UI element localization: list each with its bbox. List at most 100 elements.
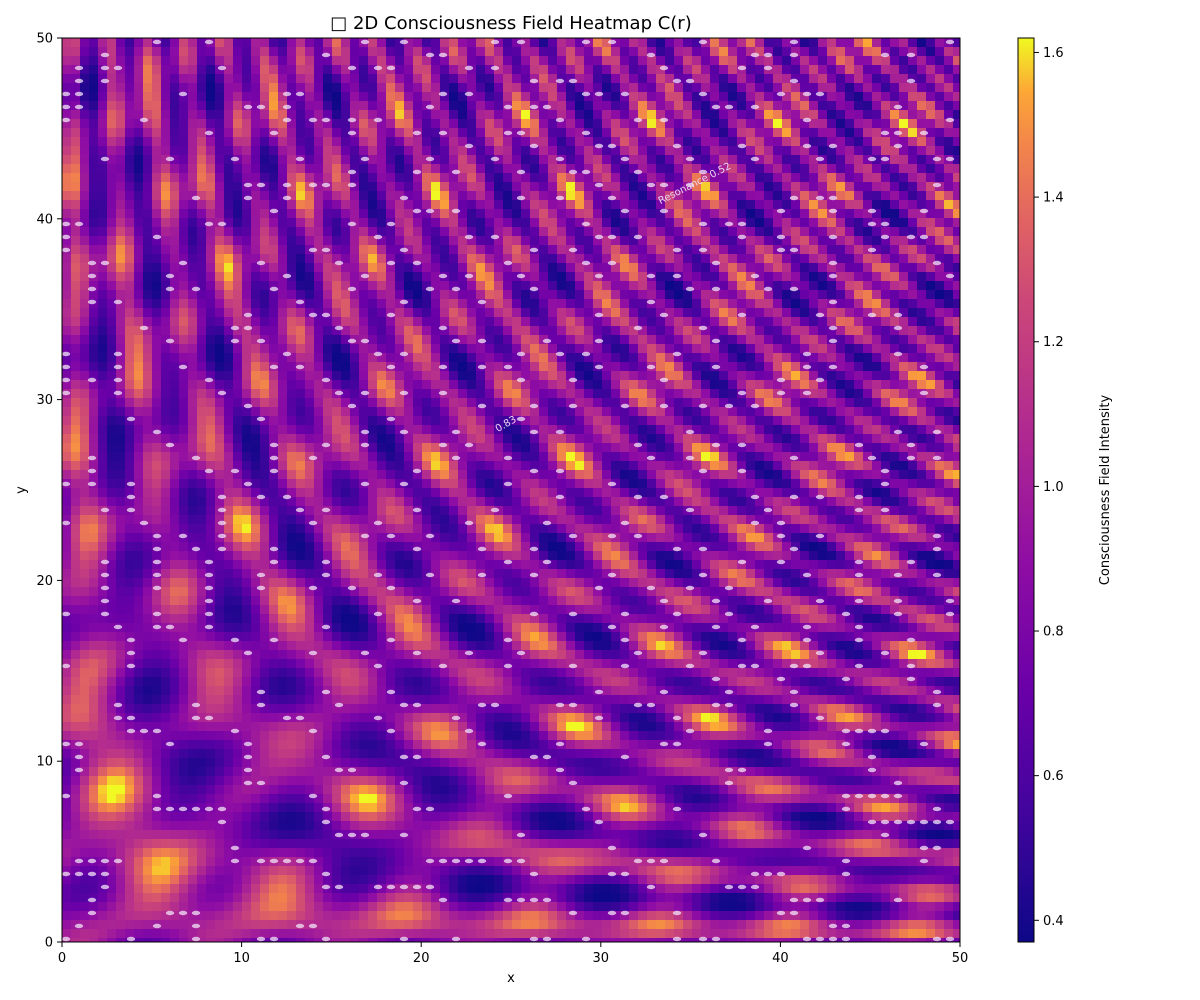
- heatmap-cell: [521, 146, 531, 156]
- heatmap-cell: [341, 362, 351, 372]
- heatmap-cell: [638, 218, 648, 228]
- heatmap-cell: [710, 326, 720, 336]
- heatmap-cell: [890, 443, 900, 453]
- heatmap-cell: [701, 137, 711, 147]
- heatmap-cell: [458, 317, 468, 327]
- heatmap-cell: [602, 200, 612, 210]
- heatmap-cell: [584, 452, 594, 462]
- heatmap-cell: [413, 47, 423, 57]
- heatmap-cell: [800, 326, 810, 336]
- heatmap-cell: [80, 434, 90, 444]
- heatmap-cell: [251, 416, 261, 426]
- heatmap-cell: [269, 74, 279, 84]
- heatmap-cell: [62, 470, 72, 480]
- heatmap-cell: [386, 47, 396, 57]
- heatmap-cell: [728, 128, 738, 138]
- heatmap-cell: [467, 353, 477, 363]
- heatmap-cell: [449, 362, 459, 372]
- heatmap-cell: [512, 317, 522, 327]
- heatmap-cell: [872, 38, 882, 48]
- heatmap-cell: [791, 272, 801, 282]
- heatmap-cell: [377, 398, 387, 408]
- heatmap-cell: [341, 479, 351, 489]
- heatmap-cell: [233, 74, 243, 84]
- heatmap-cell: [935, 443, 945, 453]
- heatmap-cell: [863, 371, 873, 381]
- heatmap-cell: [341, 200, 351, 210]
- heatmap-cell: [278, 83, 288, 93]
- heatmap-cell: [278, 164, 288, 174]
- heatmap-cell: [287, 317, 297, 327]
- heatmap-cell: [251, 317, 261, 327]
- heatmap-cell: [134, 380, 144, 390]
- heatmap-cell: [89, 326, 99, 336]
- heatmap-cell: [692, 335, 702, 345]
- heatmap-cell: [143, 461, 153, 471]
- heatmap-cell: [152, 281, 162, 291]
- heatmap-cell: [710, 344, 720, 354]
- heatmap-cell: [845, 317, 855, 327]
- heatmap-cell: [755, 146, 765, 156]
- heatmap-cell: [179, 92, 189, 102]
- heatmap-cell: [368, 128, 378, 138]
- heatmap-cell: [611, 344, 621, 354]
- heatmap-cell: [395, 434, 405, 444]
- heatmap-cell: [773, 272, 783, 282]
- heatmap-cell: [134, 200, 144, 210]
- heatmap-cell: [953, 335, 960, 345]
- heatmap-cell: [854, 434, 864, 444]
- heatmap-cell: [386, 191, 396, 201]
- heatmap-cell: [674, 83, 684, 93]
- heatmap-cell: [800, 56, 810, 66]
- heatmap-cell: [512, 272, 522, 282]
- heatmap-cell: [485, 281, 495, 291]
- heatmap-cell: [98, 173, 108, 183]
- heatmap-cell: [161, 128, 171, 138]
- heatmap-cell: [611, 245, 621, 255]
- heatmap-cell: [251, 209, 261, 219]
- heatmap-cell: [953, 164, 960, 174]
- heatmap-cell: [215, 128, 225, 138]
- heatmap-cell: [827, 101, 837, 111]
- heatmap-cell: [566, 407, 576, 417]
- heatmap-cell: [395, 317, 405, 327]
- heatmap-cell: [863, 380, 873, 390]
- heatmap-cell: [215, 299, 225, 309]
- heatmap-cell: [638, 470, 648, 480]
- heatmap-cell: [494, 209, 504, 219]
- heatmap-cell: [116, 38, 126, 48]
- heatmap-cell: [359, 245, 369, 255]
- heatmap-cell: [440, 101, 450, 111]
- heatmap-cell: [413, 254, 423, 264]
- heatmap-cell: [368, 317, 378, 327]
- heatmap-cell: [143, 155, 153, 165]
- heatmap-cell: [935, 119, 945, 129]
- heatmap-cell: [512, 461, 522, 471]
- heatmap-cell: [332, 299, 342, 309]
- heatmap-cell: [575, 479, 585, 489]
- heatmap-cell: [179, 317, 189, 327]
- heatmap-cell: [323, 47, 333, 57]
- heatmap-cell: [917, 218, 927, 228]
- heatmap-cell: [305, 182, 315, 192]
- heatmap-cell: [89, 47, 99, 57]
- heatmap-cell: [575, 362, 585, 372]
- heatmap-cell: [404, 272, 414, 282]
- heatmap-cell: [170, 398, 180, 408]
- heatmap-cell: [413, 155, 423, 165]
- heatmap-cell: [116, 47, 126, 57]
- heatmap-cell: [98, 146, 108, 156]
- heatmap-cell: [404, 443, 414, 453]
- heatmap-cell: [116, 290, 126, 300]
- heatmap-cell: [818, 380, 828, 390]
- heatmap-cell: [107, 218, 117, 228]
- heatmap-cell: [296, 434, 306, 444]
- heatmap-cell: [503, 218, 513, 228]
- heatmap-cell: [746, 74, 756, 84]
- heatmap-cell: [926, 209, 936, 219]
- heatmap-cell: [377, 344, 387, 354]
- heatmap-cell: [548, 254, 558, 264]
- heatmap-cell: [602, 245, 612, 255]
- heatmap-cell: [341, 128, 351, 138]
- heatmap-cell: [467, 335, 477, 345]
